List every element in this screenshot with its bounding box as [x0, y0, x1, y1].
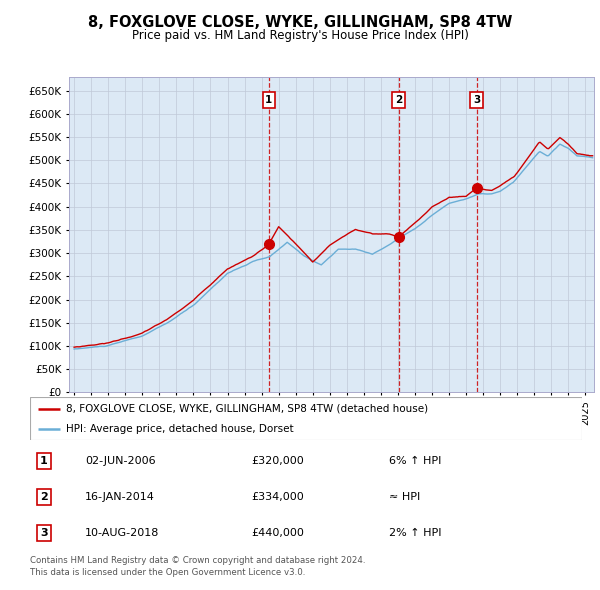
- Text: ≈ HPI: ≈ HPI: [389, 492, 420, 502]
- Text: 8, FOXGLOVE CLOSE, WYKE, GILLINGHAM, SP8 4TW: 8, FOXGLOVE CLOSE, WYKE, GILLINGHAM, SP8…: [88, 15, 512, 30]
- Text: 1: 1: [40, 456, 47, 466]
- Text: Price paid vs. HM Land Registry's House Price Index (HPI): Price paid vs. HM Land Registry's House …: [131, 30, 469, 42]
- Text: £320,000: £320,000: [251, 456, 304, 466]
- Text: Contains HM Land Registry data © Crown copyright and database right 2024.: Contains HM Land Registry data © Crown c…: [30, 556, 365, 565]
- Text: HPI: Average price, detached house, Dorset: HPI: Average price, detached house, Dors…: [66, 424, 293, 434]
- Text: 02-JUN-2006: 02-JUN-2006: [85, 456, 156, 466]
- Text: 2: 2: [395, 95, 402, 105]
- Text: 16-JAN-2014: 16-JAN-2014: [85, 492, 155, 502]
- Text: 1: 1: [265, 95, 272, 105]
- Text: 2% ↑ HPI: 2% ↑ HPI: [389, 528, 442, 538]
- Text: 10-AUG-2018: 10-AUG-2018: [85, 528, 160, 538]
- Text: 3: 3: [473, 95, 480, 105]
- Text: 2: 2: [40, 492, 47, 502]
- Text: 8, FOXGLOVE CLOSE, WYKE, GILLINGHAM, SP8 4TW (detached house): 8, FOXGLOVE CLOSE, WYKE, GILLINGHAM, SP8…: [66, 404, 428, 414]
- Text: £334,000: £334,000: [251, 492, 304, 502]
- Text: 6% ↑ HPI: 6% ↑ HPI: [389, 456, 441, 466]
- Text: £440,000: £440,000: [251, 528, 304, 538]
- Text: 3: 3: [40, 528, 47, 538]
- Text: This data is licensed under the Open Government Licence v3.0.: This data is licensed under the Open Gov…: [30, 568, 305, 576]
